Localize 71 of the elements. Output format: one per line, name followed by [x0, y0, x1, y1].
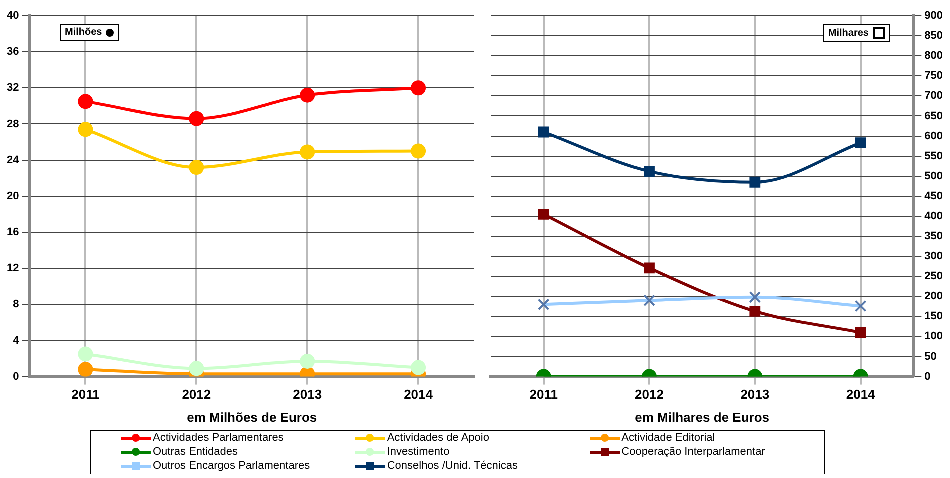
y-tick-label: 16: [6, 226, 20, 239]
x-axis-title: em Milhões de Euros: [187, 410, 318, 425]
point: [300, 88, 316, 103]
x-tick-label: 2013: [293, 387, 322, 402]
y2-tick-label: 600: [924, 130, 944, 142]
y2-tick-label: 100: [924, 330, 944, 343]
y-tick-label: 8: [13, 298, 20, 311]
point: [189, 361, 204, 376]
point: [538, 208, 550, 220]
point: [644, 262, 655, 274]
y-tick-label: 28: [6, 118, 20, 130]
x-tick-label: 2014: [846, 387, 876, 402]
legend-label: Actividades Parlamentares: [153, 432, 284, 444]
legend-label: Actividades de Apoio: [387, 432, 490, 444]
y-tick-label: 40: [6, 10, 20, 22]
point: [78, 122, 94, 138]
legend-label: Investimento: [387, 446, 450, 458]
y-tick-label: 4: [13, 334, 20, 347]
y2-tick-label: 850: [924, 30, 944, 42]
y2-tick-label: 650: [924, 110, 944, 122]
x-tick-label: 2011: [530, 387, 558, 402]
point: [411, 80, 426, 96]
point: [300, 354, 316, 369]
point: [78, 346, 94, 362]
legend-label: Conselhos /Unid. Técnicas: [387, 460, 518, 472]
annotation: Milhares: [828, 28, 869, 38]
y2-tick-label: 250: [924, 270, 944, 283]
y2-tick-label: 900: [924, 10, 944, 22]
point: [855, 327, 866, 338]
y2-tick-label: 800: [924, 50, 944, 62]
x-tick-label: 2011: [72, 387, 100, 402]
annotation: Milhões: [65, 27, 102, 38]
point: [855, 138, 866, 149]
y-tick-label: 32: [6, 82, 20, 94]
y2-tick-label: 150: [924, 310, 944, 323]
y2-tick-label: 750: [924, 70, 944, 82]
y2-tick-label: 450: [924, 190, 944, 202]
y2-tick-label: 50: [924, 350, 937, 363]
point: [750, 306, 761, 317]
legend-label: Cooperação Interparlamentar: [622, 446, 766, 458]
x-tick-label: 2012: [635, 387, 664, 402]
point: [538, 126, 550, 138]
point: [300, 144, 316, 160]
y-tick-label: 0: [13, 370, 20, 383]
legend-label: Outros Encargos Parlamentares: [153, 460, 310, 472]
x-axis-title: em Milhares de Euros: [635, 410, 770, 425]
point: [189, 160, 204, 176]
x-tick-label: 2014: [404, 387, 434, 402]
y-tick-label: 24: [6, 154, 20, 166]
y2-tick-label: 400: [924, 210, 944, 222]
point: [78, 94, 94, 110]
point: [411, 144, 426, 159]
point: [750, 176, 761, 188]
point: [78, 362, 94, 377]
y2-tick-label: 500: [924, 170, 944, 182]
y-tick-label: 36: [6, 46, 20, 58]
point: [189, 111, 204, 126]
y2-tick-label: 700: [924, 90, 944, 102]
point: [644, 166, 655, 177]
y2-tick-label: 200: [924, 290, 944, 303]
legend-label: Outras Entidades: [153, 446, 238, 458]
y2-tick-label: 0: [924, 370, 931, 383]
legend-label: Actividade Editorial: [622, 432, 716, 444]
point: [411, 360, 426, 376]
y-tick-label: 20: [6, 190, 20, 202]
y2-tick-label: 350: [924, 230, 944, 243]
y-tick-label: 12: [6, 262, 20, 275]
y2-tick-label: 300: [924, 250, 944, 263]
x-tick-label: 2012: [182, 387, 212, 402]
y2-tick-label: 550: [924, 150, 944, 162]
x-tick-label: 2013: [740, 387, 770, 402]
